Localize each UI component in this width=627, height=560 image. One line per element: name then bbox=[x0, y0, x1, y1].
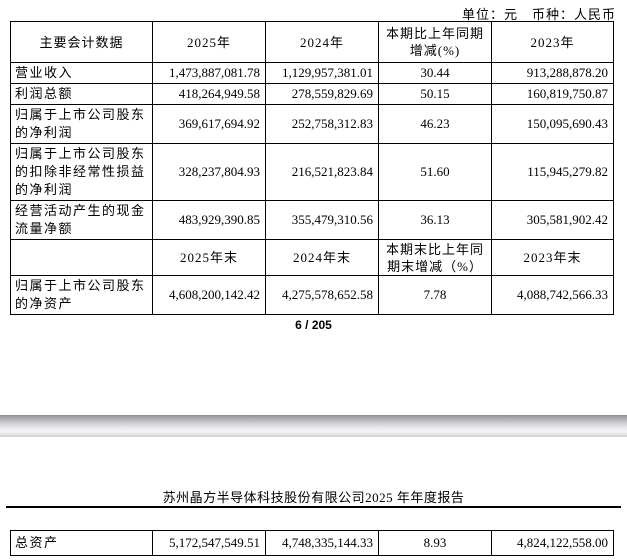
key-financials-table: 主要会计数据 2025年 2024年 本期比上年同期增减(%) 2023年 营业… bbox=[10, 21, 614, 315]
cell-2025: 4,608,200,142.42 bbox=[152, 275, 266, 315]
cell-2023: 4,088,742,566.33 bbox=[491, 275, 614, 315]
cell-2023: 160,819,750.87 bbox=[491, 83, 614, 105]
cell-2025: 328,237,804.93 bbox=[152, 143, 266, 201]
cell-change: 46.23 bbox=[378, 104, 492, 144]
cell-2023: 305,581,902.42 bbox=[491, 200, 614, 240]
page-break-divider bbox=[0, 415, 627, 437]
header-yoy-change: 本期比上年同期增减(%) bbox=[378, 21, 492, 63]
page-indicator: 6 / 205 bbox=[295, 318, 332, 332]
table-row-net-profit: 归属于上市公司股东的净利润 369,617,694.92 252,758,312… bbox=[10, 104, 614, 144]
cell-2025: 369,617,694.92 bbox=[152, 104, 266, 144]
cell-2024: 4,748,335,144.33 bbox=[265, 530, 379, 556]
cell-change: 36.13 bbox=[378, 200, 492, 240]
header-2024: 2024年 bbox=[265, 21, 379, 63]
header-period-end-change: 本期末比上年同期末增减（%） bbox=[378, 239, 492, 276]
header-blank bbox=[10, 239, 153, 276]
table-row-net-profit-excl-nonrecurring: 归属于上市公司股东的扣除非经常性损益的净利润 328,237,804.93 21… bbox=[10, 143, 614, 201]
table-row-total-assets: 总资产 5,172,547,549.51 4,748,335,144.33 8.… bbox=[10, 530, 614, 556]
row-label: 归属于上市公司股东的扣除非经常性损益的净利润 bbox=[10, 143, 153, 201]
cell-2024: 252,758,312.83 bbox=[265, 104, 379, 144]
row-label: 经营活动产生的现金流量净额 bbox=[10, 200, 153, 240]
cell-change: 51.60 bbox=[378, 143, 492, 201]
row-label: 归属于上市公司股东的净利润 bbox=[10, 104, 153, 144]
row-label: 利润总额 bbox=[10, 83, 153, 105]
row-label: 总资产 bbox=[10, 530, 153, 556]
cell-2024: 278,559,829.69 bbox=[265, 83, 379, 105]
cell-2023: 913,288,878.20 bbox=[491, 62, 614, 84]
header-2023: 2023年 bbox=[491, 21, 614, 63]
cell-2025: 483,929,390.85 bbox=[152, 200, 266, 240]
table-header-row: 主要会计数据 2025年 2024年 本期比上年同期增减(%) 2023年 bbox=[10, 21, 614, 63]
total-assets-table: 总资产 5,172,547,549.51 4,748,335,144.33 8.… bbox=[10, 530, 614, 556]
cell-2023: 4,824,122,558.00 bbox=[491, 530, 614, 556]
cell-2024: 4,275,578,652.58 bbox=[265, 275, 379, 315]
cell-2023: 115,945,279.82 bbox=[491, 143, 614, 201]
cell-change: 8.93 bbox=[378, 530, 492, 556]
cell-change: 30.44 bbox=[378, 62, 492, 84]
header-2023-end: 2023年末 bbox=[491, 239, 614, 276]
table-row-net-assets: 归属于上市公司股东的净资产 4,608,200,142.42 4,275,578… bbox=[10, 275, 614, 315]
report-title: 苏州晶方半导体科技股份有限公司2025 年年度报告 bbox=[162, 490, 465, 505]
cell-2025: 1,473,887,081.78 bbox=[152, 62, 266, 84]
unit-currency-note: 单位：元 币种：人民币 bbox=[461, 7, 616, 22]
header-2024-end: 2024年末 bbox=[265, 239, 379, 276]
title-underline bbox=[6, 506, 621, 508]
row-label: 营业收入 bbox=[10, 62, 153, 84]
cell-2025: 5,172,547,549.51 bbox=[152, 530, 266, 556]
table-row-operating-cash-flow: 经营活动产生的现金流量净额 483,929,390.85 355,479,310… bbox=[10, 200, 614, 240]
header-main-indicators: 主要会计数据 bbox=[10, 21, 153, 63]
header-2025-end: 2025年末 bbox=[152, 239, 266, 276]
header-2025: 2025年 bbox=[152, 21, 266, 63]
cell-2025: 418,264,949.58 bbox=[152, 83, 266, 105]
cell-2024: 1,129,957,381.01 bbox=[265, 62, 379, 84]
table-header-row-period-end: 2025年末 2024年末 本期末比上年同期末增减（%） 2023年末 bbox=[10, 239, 614, 276]
cell-2023: 150,095,690.43 bbox=[491, 104, 614, 144]
cell-2024: 355,479,310.56 bbox=[265, 200, 379, 240]
cell-2024: 216,521,823.84 bbox=[265, 143, 379, 201]
cell-change: 50.15 bbox=[378, 83, 492, 105]
cell-change: 7.78 bbox=[378, 275, 492, 315]
table-row-revenue: 营业收入 1,473,887,081.78 1,129,957,381.01 3… bbox=[10, 62, 614, 84]
table-row-total-profit: 利润总额 418,264,949.58 278,559,829.69 50.15… bbox=[10, 83, 614, 105]
row-label: 归属于上市公司股东的净资产 bbox=[10, 275, 153, 315]
